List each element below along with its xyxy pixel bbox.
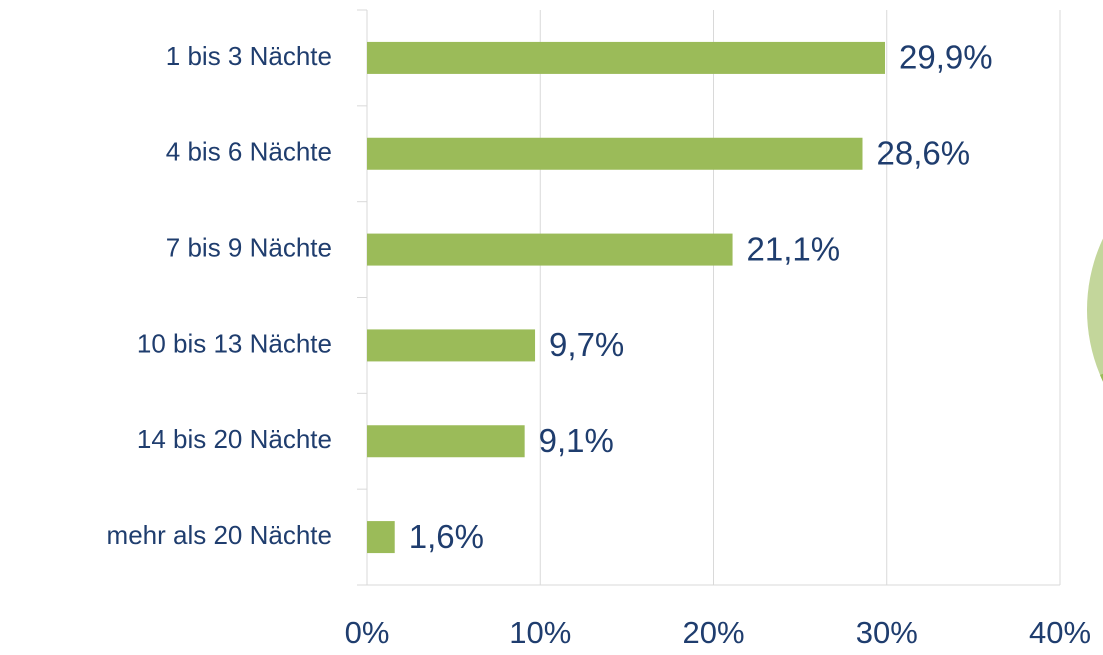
bar [367, 425, 525, 458]
y-tick-label: 14 bis 20 Nächte [137, 424, 332, 454]
bar [367, 137, 863, 170]
y-tick-label: 1 bis 3 Nächte [166, 41, 332, 71]
decoration [1087, 238, 1103, 382]
data-label: 21,1% [747, 230, 841, 267]
decoration [1100, 373, 1103, 382]
y-tick-label: 4 bis 6 Nächte [166, 137, 332, 167]
y-tick-label: 7 bis 9 Nächte [166, 232, 332, 262]
bar [367, 41, 886, 74]
data-label: 1,6% [409, 518, 484, 555]
data-label: 9,7% [549, 326, 624, 363]
bar [367, 233, 733, 266]
x-tick-label: 40% [1029, 615, 1091, 650]
data-label: 29,9% [899, 39, 993, 76]
x-tick-label: 20% [682, 615, 744, 650]
bar [367, 329, 536, 362]
data-label: 9,1% [539, 422, 614, 459]
bar [367, 521, 395, 554]
x-tick-label: 10% [509, 615, 571, 650]
x-tick-label: 30% [856, 615, 918, 650]
x-tick-label: 0% [345, 615, 390, 650]
y-tick-label: mehr als 20 Nächte [107, 520, 332, 550]
y-tick-label: 10 bis 13 Nächte [137, 328, 332, 358]
data-label: 28,6% [876, 134, 970, 171]
